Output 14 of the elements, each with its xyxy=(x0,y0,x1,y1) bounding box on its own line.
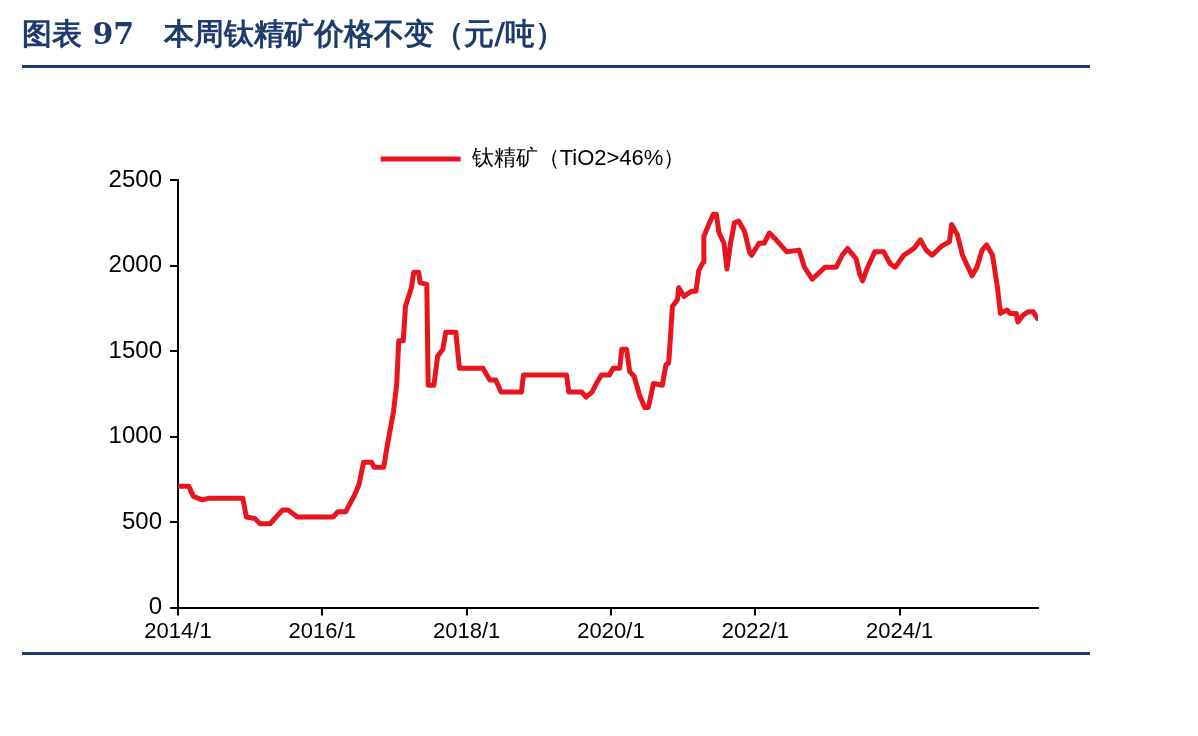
x-tick-label: 2016/1 xyxy=(288,617,356,643)
y-tick-label: 0 xyxy=(148,592,162,620)
y-tick-label: 2500 xyxy=(108,164,162,192)
y-tick-label: 1000 xyxy=(108,421,162,449)
x-tick-label: 2014/1 xyxy=(144,617,212,643)
chart-title: 图表 97 本周钛精矿价格不变（元/吨） xyxy=(21,15,567,53)
x-tick-label: 2024/1 xyxy=(866,617,934,643)
x-tick-label: 2022/1 xyxy=(721,617,790,643)
x-tick-label: 2020/1 xyxy=(577,617,645,643)
y-tick-label: 2000 xyxy=(108,250,162,278)
y-tick-label: 500 xyxy=(121,506,162,534)
x-tick-label: 2018/1 xyxy=(433,617,501,643)
y-tick-label: 1500 xyxy=(108,335,162,363)
legend-label: 钛精矿（TiO2>46%） xyxy=(470,145,686,171)
